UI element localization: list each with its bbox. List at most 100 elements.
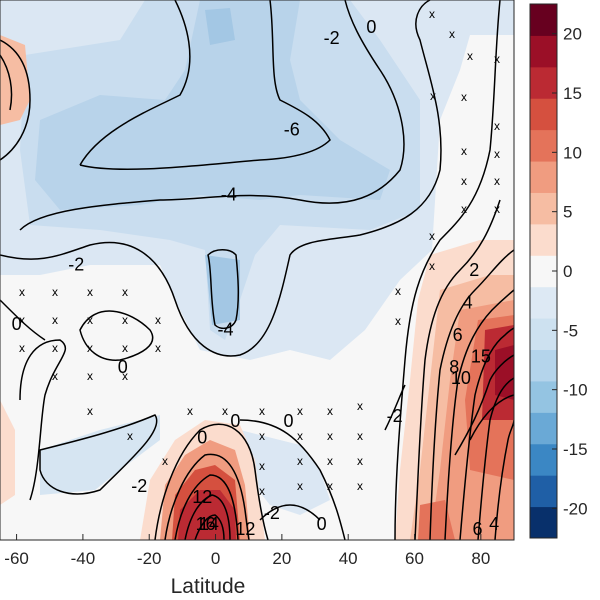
- negative-region-neck: [205, 255, 240, 325]
- filled-regions: [0, 0, 514, 540]
- colorbar-segment: [530, 286, 557, 319]
- significance-marker: x: [357, 399, 363, 413]
- contour-label: -2: [68, 255, 84, 275]
- x-tick-label: 60: [405, 549, 424, 568]
- significance-marker: x: [357, 429, 363, 443]
- contour-line: [0, 299, 46, 341]
- contour-line: [39, 414, 158, 495]
- contour-label: 16: [196, 514, 216, 534]
- contour-line: [477, 377, 514, 540]
- significance-marker: x: [449, 27, 455, 41]
- significance-marker: x: [395, 284, 401, 298]
- significance-marker: x: [494, 174, 500, 188]
- significance-marker: x: [87, 404, 93, 418]
- contour-label: 2: [469, 260, 479, 280]
- contour-label: 15: [471, 346, 491, 366]
- significance-marker: x: [19, 313, 25, 327]
- contour-label: 0: [197, 427, 207, 447]
- contour-line: [259, 504, 321, 521]
- colorbar-tick-label: 20: [563, 25, 582, 44]
- significance-marker: x: [467, 49, 473, 63]
- negative-region-core: [205, 8, 235, 45]
- x-tick-label: 80: [471, 549, 490, 568]
- contour-line: [19, 0, 405, 231]
- colorbar-tick-label: 10: [563, 143, 582, 162]
- colorbar-segment: [530, 4, 557, 36]
- contour-line: [0, 39, 31, 161]
- significance-marker: x: [429, 229, 435, 243]
- colorbar-segment: [530, 223, 557, 256]
- contour-line: [0, 54, 13, 111]
- contour-label: 4: [489, 514, 499, 534]
- contour-line: [194, 514, 225, 540]
- positive-region-left-bottom: [0, 400, 15, 505]
- contour-lines: [0, 0, 514, 540]
- significance-marker: x: [494, 202, 500, 216]
- contour-label: -6: [284, 120, 300, 140]
- significance-marker: x: [494, 147, 500, 161]
- contour-label: -2: [131, 476, 147, 496]
- significance-marker: x: [122, 313, 128, 327]
- contour-line: [414, 199, 501, 540]
- contour-line: [184, 494, 231, 540]
- contour-line: [384, 384, 406, 431]
- colorbar-segment: [530, 35, 557, 68]
- colorbar-segment: [530, 129, 557, 162]
- contour-label: 6: [473, 519, 483, 539]
- colorbar-segment: [530, 66, 557, 99]
- significance-marker: x: [19, 285, 25, 299]
- significance-marker: x: [187, 404, 193, 418]
- significance-marker: x: [357, 454, 363, 468]
- significance-marker: x: [327, 429, 333, 443]
- x-tick-label: 20: [272, 549, 291, 568]
- x-tick-label: -20: [137, 549, 162, 568]
- contour-label: 12: [192, 487, 212, 507]
- contour-line: [444, 289, 514, 540]
- x-axis: -60 -40 -20 0 20 40 60 80: [4, 534, 490, 568]
- significance-marker: x: [297, 404, 303, 418]
- contour-label: -2: [324, 28, 340, 48]
- colorbar-tick-label: 0: [563, 262, 572, 281]
- colorbar-segment: [530, 192, 557, 225]
- colorbar-segment: [530, 475, 557, 508]
- colorbar-segment: [530, 98, 557, 131]
- negative-region-lower-2: [240, 430, 330, 515]
- significance-marker: x: [297, 454, 303, 468]
- contour-label: 0: [12, 314, 22, 334]
- colorbar-segment: [530, 318, 557, 351]
- significance-marker: x: [494, 52, 500, 66]
- contour-label: 0: [317, 514, 327, 534]
- significance-marker: x: [52, 285, 58, 299]
- plot-frame: [0, 0, 515, 541]
- contour-label: -2: [387, 406, 403, 426]
- significance-marker: x: [494, 119, 500, 133]
- contour-label: 0: [118, 357, 128, 377]
- significance-marker: x: [357, 479, 363, 493]
- significance-marker: x: [87, 285, 93, 299]
- significance-marker: x: [429, 7, 435, 21]
- colorbar-segment: [530, 412, 557, 445]
- contour-label: 12: [235, 519, 255, 539]
- x-tick-label: -40: [71, 549, 96, 568]
- significance-marker: x: [461, 90, 467, 104]
- contour-label: 0: [283, 411, 293, 431]
- colorbar-segment: [530, 349, 557, 382]
- colorbar-tick-label: -20: [563, 499, 588, 518]
- significance-marker: x: [222, 404, 228, 418]
- significance-marker: x: [52, 341, 58, 355]
- negative-region-upper-3: [35, 0, 390, 210]
- significance-marker: x: [162, 454, 168, 468]
- significance-marker: x: [297, 479, 303, 493]
- contour-label: -4: [217, 319, 233, 339]
- contour-line: [394, 0, 501, 540]
- significance-marker: x: [461, 174, 467, 188]
- x-tick-label: 0: [211, 549, 220, 568]
- positive-region-right-6: [495, 345, 514, 400]
- significance-marker: x: [19, 341, 25, 355]
- significance-marker: x: [461, 202, 467, 216]
- significance-marker: x: [297, 429, 303, 443]
- contour-line: [0, 0, 442, 357]
- colorbar-segment: [530, 506, 557, 539]
- colorbar-tick-label: -15: [563, 440, 588, 459]
